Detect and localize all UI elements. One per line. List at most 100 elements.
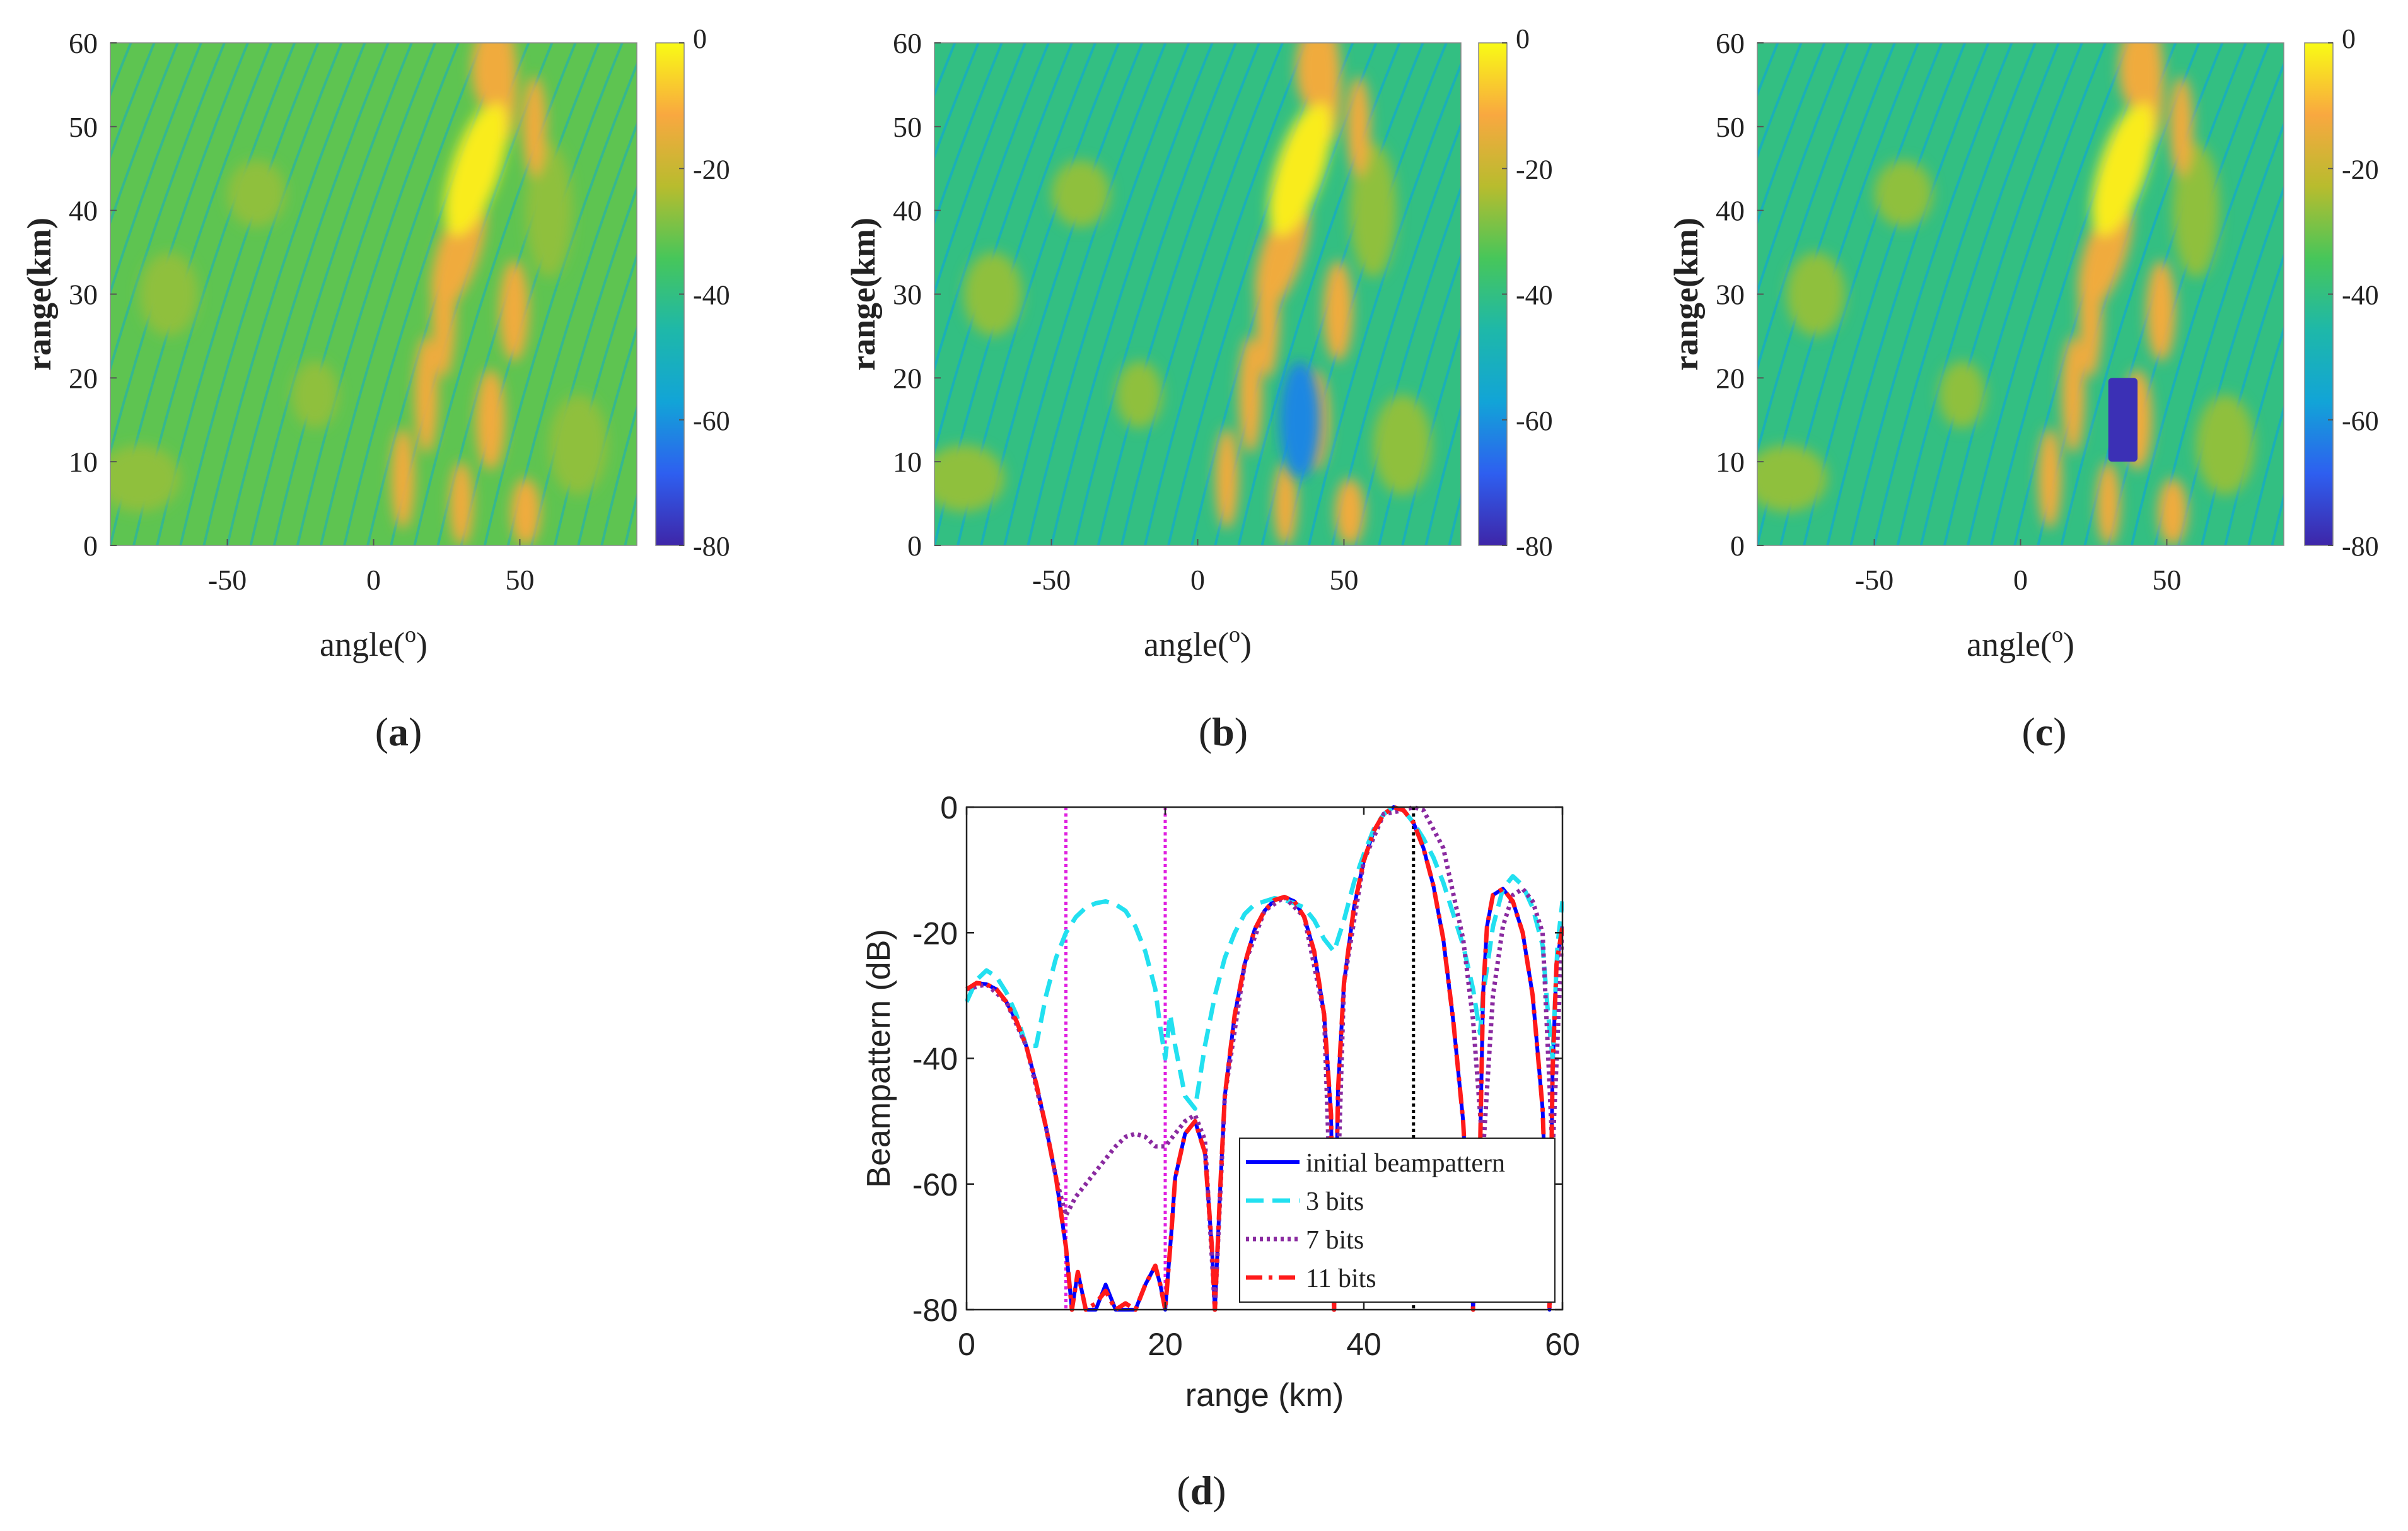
heatmap-stripe xyxy=(413,43,577,545)
line-chart-d: 0 20 40 60 0 -20 -40 -60 -80 range (km) Beampatter… xyxy=(861,790,1580,1414)
heatmap-c: -50 0 50 0 10 20 30 40 50 60 angle(o) range(km) 0 -20… xyxy=(1667,23,2379,663)
colorbar-tick-label: -80 xyxy=(693,531,730,562)
null-region xyxy=(1279,361,1321,479)
sidelobe xyxy=(2170,76,2194,177)
heatmap-stripe xyxy=(1073,43,1237,545)
colorbar-tick-label: -20 xyxy=(693,154,730,185)
sidelobe xyxy=(934,445,1005,512)
heatmap-lobes xyxy=(110,43,608,545)
x-axis-label: range (km) xyxy=(1185,1377,1344,1414)
heatmap-stripe xyxy=(272,43,436,545)
colorbar-tick-label: -80 xyxy=(2342,531,2379,562)
y-axis-label: range(km) xyxy=(20,218,58,371)
heatmap-stripe xyxy=(2177,184,2284,545)
heatmap-stripe xyxy=(1237,43,1401,545)
colorbar: 0 -20 -40 -60 -80 xyxy=(655,23,730,562)
heatmap-a: -50 0 50 0 10 20 30 40 50 60 angle(o) range(km) 0 -20… xyxy=(20,23,730,663)
y-tick-label: 0 xyxy=(907,530,922,562)
heatmap-stripe xyxy=(1144,43,1307,545)
heatmap-stripe xyxy=(1757,43,1873,373)
heatmap-stripe xyxy=(1096,43,1260,545)
panel-caption-d: (d) xyxy=(1177,1468,1226,1513)
heatmap-stripe xyxy=(1757,43,1803,160)
heatmap-stripe xyxy=(2107,43,2271,545)
sidelobe xyxy=(1115,361,1163,429)
sidelobe xyxy=(110,445,181,512)
y-tick-label: 10 xyxy=(69,446,98,478)
heatmap-stripe xyxy=(2247,404,2284,545)
y-tick-label: 10 xyxy=(893,446,922,478)
heatmap-stripe xyxy=(296,43,460,545)
colorbar-tick-label: -40 xyxy=(2342,280,2379,311)
sidelobe xyxy=(2196,394,2255,496)
y-tick-label: 30 xyxy=(1716,279,1745,311)
sidelobe xyxy=(1238,335,1262,453)
colorbar-tick-label: -80 xyxy=(1516,531,1553,562)
y-tick-label: 40 xyxy=(69,195,98,227)
sidelobe xyxy=(1274,462,1298,545)
sidelobe xyxy=(1349,143,1397,277)
x-tick-label: 0 xyxy=(366,564,381,596)
heatmap-lobes xyxy=(934,43,1432,545)
heatmap-stripe xyxy=(1354,184,1461,545)
colorbar-tick-label: -20 xyxy=(2342,154,2379,185)
y-tick-label: 40 xyxy=(1716,195,1745,227)
legend-label: 11 bits xyxy=(1306,1264,1376,1293)
mainlobe-upper xyxy=(1296,43,1328,108)
heatmap-stripe xyxy=(934,43,1050,373)
heatmap-panels: -50 0 50 0 10 20 30 40 50 60 angle(o) range(km) 0 -20… xyxy=(20,23,2379,663)
heatmap-stripe xyxy=(202,43,366,545)
colorbar-tick-label: -60 xyxy=(1516,405,1553,436)
y-tick-label: -80 xyxy=(912,1293,958,1328)
y-tick-label: 40 xyxy=(893,195,922,227)
sidelobe xyxy=(1335,478,1364,545)
heatmap-stripe xyxy=(110,43,226,373)
heatmap-stripe xyxy=(226,43,390,545)
sidelobe xyxy=(1786,252,1846,336)
y-tick-label: 0 xyxy=(940,790,958,825)
sidelobe xyxy=(511,478,540,545)
sidelobe xyxy=(525,143,573,277)
heatmap-stripe xyxy=(110,43,179,226)
x-tick-label: 0 xyxy=(2013,564,2028,596)
sidelobe xyxy=(2061,335,2085,453)
legend-label: initial beampattern xyxy=(1306,1149,1505,1178)
sidelobe xyxy=(2146,260,2176,361)
heatmap-stripe xyxy=(506,121,637,545)
y-tick-label: 50 xyxy=(1716,111,1745,143)
legend: initial beampattern 3 bits 7 bits 11 bits xyxy=(1239,1138,1556,1303)
colorbar-tick-label: -60 xyxy=(693,405,730,436)
sidelobe xyxy=(450,462,474,545)
y-tick-label: 20 xyxy=(1716,362,1745,394)
sidelobe xyxy=(1757,445,1828,512)
sidelobe xyxy=(139,252,199,336)
sidelobe xyxy=(1373,394,1432,496)
sidelobe xyxy=(2158,478,2187,545)
y-tick-label: 50 xyxy=(893,111,922,143)
y-tick-label: 0 xyxy=(83,530,98,562)
y-tick-label: 20 xyxy=(893,362,922,394)
y-tick-label: 20 xyxy=(69,362,98,394)
colorbar-tick-label: -60 xyxy=(2342,405,2379,436)
heatmap-stripe xyxy=(1826,43,1990,545)
x-tick-label: 0 xyxy=(1190,564,1205,596)
heatmap-stripe xyxy=(320,43,483,545)
series-line-11-bits xyxy=(965,805,1564,1312)
heatmap-stripe xyxy=(1757,43,1849,296)
heatmap-stripe xyxy=(530,184,637,545)
heatmap-stripe xyxy=(1849,43,2013,545)
x-tick-label: 20 xyxy=(1148,1327,1183,1362)
heatmap-stripe xyxy=(1120,43,1284,545)
heatmap-stripe xyxy=(1330,121,1461,545)
heatmap-stripe xyxy=(1050,43,1214,545)
sidelobe xyxy=(499,260,529,361)
sidelobe xyxy=(1874,160,1933,228)
sidelobe xyxy=(1938,361,1986,429)
y-tick-label: 30 xyxy=(893,279,922,311)
sidelobe xyxy=(963,252,1023,336)
colorbar: 0 -20 -40 -60 -80 xyxy=(1478,23,1553,562)
colorbar-tick-label: -40 xyxy=(693,280,730,311)
heatmap-stripe xyxy=(2060,43,2224,545)
sidelobe xyxy=(523,76,547,177)
x-tick-label: 40 xyxy=(1346,1327,1381,1362)
